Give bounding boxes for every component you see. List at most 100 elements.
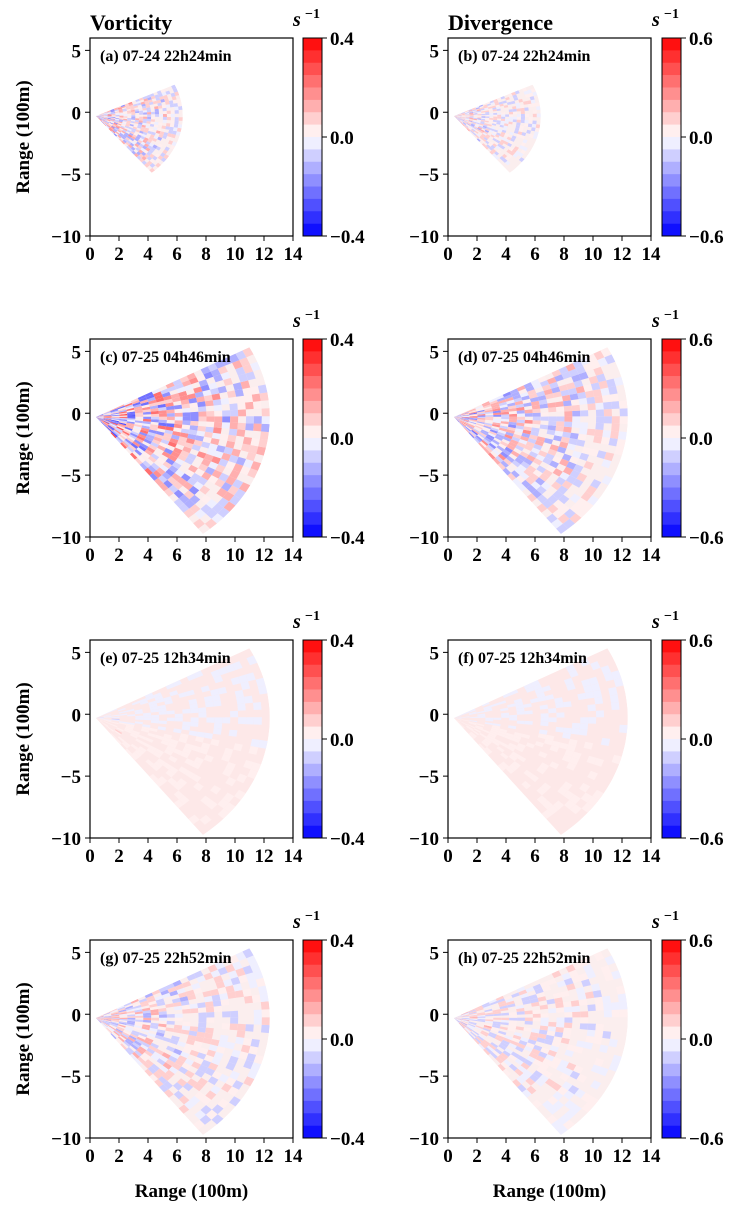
colorbar-level [662, 38, 681, 51]
x-tick-label: 2 [472, 545, 482, 566]
y-tick-label: −5 [419, 165, 439, 186]
x-tick-label: 10 [584, 244, 603, 265]
colorbar-unit-exponent: −1 [664, 7, 679, 22]
x-tick-label: 6 [530, 545, 540, 566]
x-tick-label: 4 [143, 545, 153, 566]
colorbar-level [662, 388, 681, 402]
colorbar-level [662, 763, 681, 777]
colorbar-unit-exponent: −1 [664, 308, 679, 323]
x-tick-label: 4 [501, 846, 511, 867]
colorbar-level [303, 512, 322, 525]
axes-frame [447, 939, 652, 1139]
y-tick-label: −5 [419, 767, 439, 788]
colorbar-tick-label: 0.4 [330, 631, 354, 652]
x-tick-label: 2 [472, 244, 482, 265]
colorbar-level [303, 788, 322, 802]
colorbar-level [662, 223, 681, 237]
colorbar-level [303, 524, 322, 538]
x-tick-label: 10 [584, 545, 603, 566]
colorbar-tick-label: 0.0 [330, 1030, 354, 1051]
colorbar-tick-label: 0.6 [689, 631, 713, 652]
colorbar-level [662, 99, 681, 113]
y-tick-label: 5 [430, 41, 440, 62]
x-tick-label: 10 [584, 846, 603, 867]
colorbar: 0.6 0.0 −0.6 s −1 [651, 909, 724, 1150]
colorbar-level [303, 977, 322, 990]
y-tick-label: −10 [409, 227, 439, 248]
colorbar-level [303, 75, 322, 88]
colorbar-level [303, 425, 322, 439]
colorbar-level [303, 50, 322, 64]
colorbar-tick-label: 0.0 [689, 429, 713, 450]
x-tick-label: 4 [501, 244, 511, 265]
y-tick-label: 0 [430, 103, 440, 124]
colorbar-level [662, 524, 681, 538]
axes-frame [447, 37, 652, 237]
colorbar-level [662, 512, 681, 525]
y-tick-label: −10 [51, 1129, 81, 1150]
colorbar-level [303, 763, 322, 777]
colorbar-level [662, 652, 681, 666]
y-tick-label: 0 [72, 1005, 82, 1026]
colorbar-unit: s [292, 9, 301, 31]
colorbar: 0.4 0.0 −0.4 s −1 [292, 909, 365, 1150]
x-tick-label: 14 [284, 846, 304, 867]
colorbar-level [662, 813, 681, 826]
colorbar-level [662, 462, 681, 476]
x-tick-label: 8 [201, 846, 211, 867]
field-pattern [95, 648, 270, 835]
colorbar-level [662, 112, 681, 125]
field-pattern [453, 648, 628, 835]
colorbar-level [303, 813, 322, 826]
x-tick-label: 6 [172, 545, 182, 566]
colorbar-tick-label: −0.4 [330, 1129, 365, 1150]
field-pattern [95, 84, 183, 173]
colorbar-level [662, 339, 681, 352]
colorbar-level [662, 788, 681, 802]
x-tick-label: 2 [472, 846, 482, 867]
colorbar-tick-label: −0.6 [689, 227, 724, 248]
x-tick-label: 6 [172, 244, 182, 265]
panel-label: (b) 07-24 22h24min [458, 48, 591, 65]
colorbar-level [303, 1125, 322, 1139]
y-tick-label: −5 [61, 165, 81, 186]
colorbar-level [303, 1026, 322, 1040]
x-tick-label: 4 [501, 545, 511, 566]
panel-label: (g) 07-25 22h52min [100, 950, 232, 967]
colorbar-tick-label: −0.6 [689, 528, 724, 549]
column-title-divergence: Divergence [448, 10, 553, 35]
y-axis-label: Range (100m) [13, 80, 34, 193]
colorbar-tick-label: −0.4 [330, 829, 365, 850]
colorbar-level [303, 776, 322, 789]
colorbar-tick-label: 0.4 [330, 931, 354, 952]
colorbar-level [662, 751, 681, 765]
colorbar-level [303, 1039, 322, 1052]
x-tick-label: 8 [559, 1146, 569, 1167]
x-tick-label: 10 [226, 545, 245, 566]
colorbar-level [662, 475, 681, 488]
colorbar: 0.4 0.0 −0.4 s −1 [292, 308, 365, 549]
colorbar-level [662, 800, 681, 814]
x-tick-label: 8 [201, 1146, 211, 1167]
colorbar-tick-label: 0.0 [330, 128, 354, 149]
x-tick-label: 4 [143, 1146, 153, 1167]
x-tick-label: 0 [443, 545, 453, 566]
colorbar-level [662, 376, 681, 389]
axes-frame [447, 639, 652, 839]
x-tick-label: 8 [201, 244, 211, 265]
colorbar: 0.6 0.0 −0.6 s −1 [651, 308, 724, 549]
y-axis-label: Range (100m) [13, 682, 34, 795]
x-tick-label: 4 [501, 1146, 511, 1167]
colorbar-level [662, 186, 681, 200]
x-tick-label: 14 [284, 1146, 304, 1167]
colorbar-unit: s [292, 611, 301, 633]
colorbar-level [662, 964, 681, 978]
y-tick-label: 0 [72, 103, 82, 124]
y-tick-label: −10 [409, 1129, 439, 1150]
colorbar-level [662, 137, 681, 150]
x-tick-label: 12 [613, 846, 632, 867]
axes-frame [89, 37, 294, 237]
x-tick-label: 14 [284, 545, 304, 566]
